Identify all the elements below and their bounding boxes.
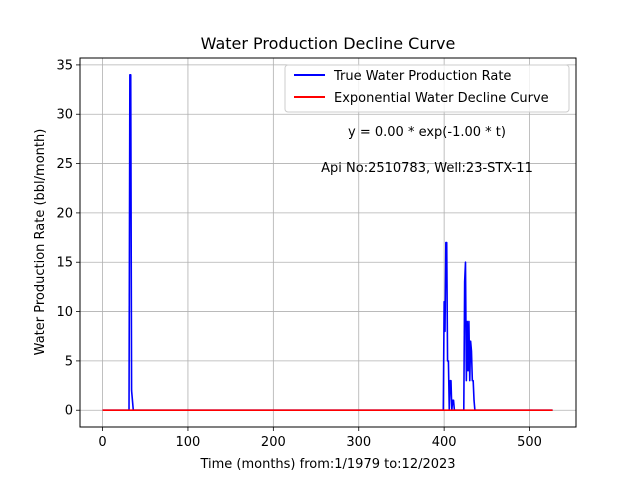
y-tick-label: 15 [56,256,73,271]
legend-label-true-rate: True Water Production Rate [333,69,511,84]
plot-area [80,58,576,427]
y-tick-label: 20 [56,206,73,221]
y-tick-label: 25 [56,157,73,172]
y-axis-label: Water Production Rate (bbl/month) [33,129,48,356]
y-tick-label: 0 [65,404,73,419]
y-axis: 0 5 10 15 20 25 30 35 [56,58,80,419]
x-axis-label: Time (months) from:1/1979 to:12/2023 [199,457,455,472]
x-tick-label: 200 [261,435,286,450]
y-tick-label: 5 [65,354,73,369]
chart-title: Water Production Decline Curve [201,34,456,53]
y-tick-label: 30 [56,108,73,123]
x-tick-label: 0 [98,435,106,450]
y-tick-label: 35 [56,58,73,73]
well-annotation: Api No:2510783, Well:23-STX-11 [321,161,533,176]
x-tick-label: 400 [432,435,457,450]
x-tick-label: 500 [517,435,542,450]
x-axis: 0 100 200 300 400 500 [98,427,542,450]
legend: True Water Production Rate Exponential W… [284,64,570,113]
series-layer [102,73,553,412]
y-tick-label: 10 [56,305,73,320]
x-tick-label: 100 [176,435,201,450]
equation-annotation: y = 0.00 * exp(-1.00 * t) [348,125,506,140]
legend-label-exp-curve: Exponential Water Decline Curve [334,91,549,106]
plot-frame [79,57,577,428]
x-tick-label: 300 [346,435,371,450]
legend-box [284,64,570,113]
